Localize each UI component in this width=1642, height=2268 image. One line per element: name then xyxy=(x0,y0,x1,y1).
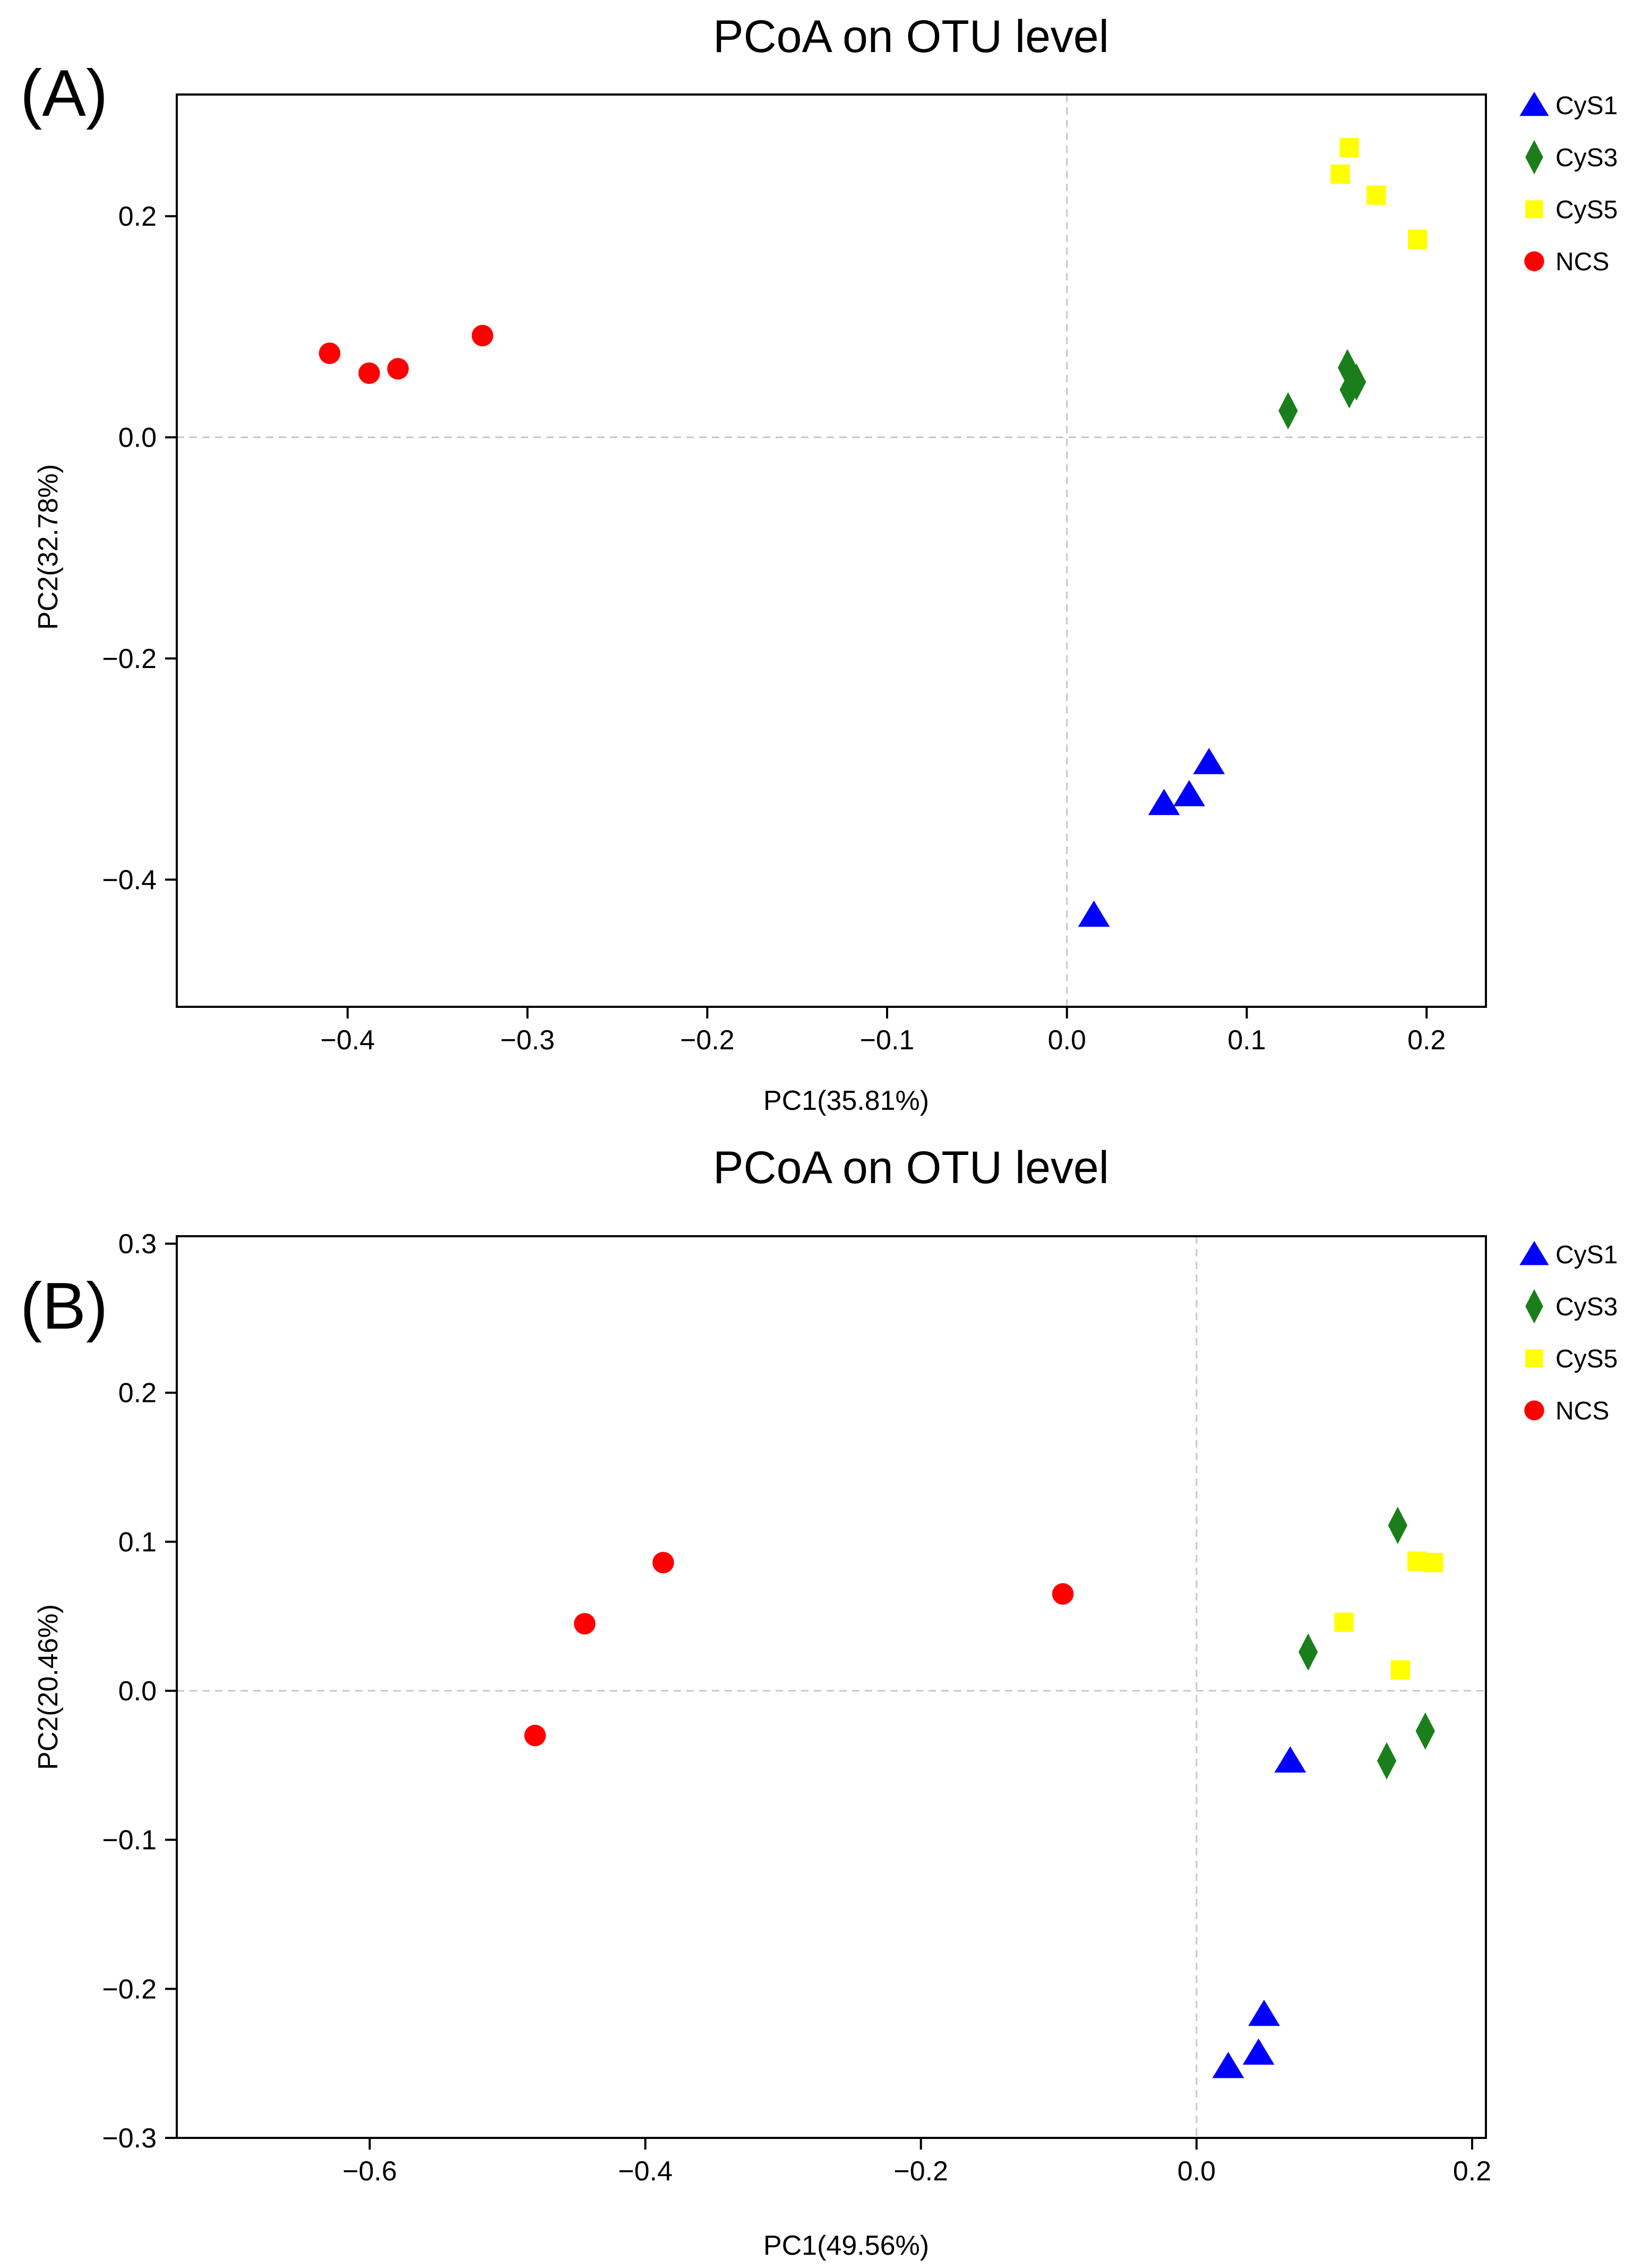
panel-b-legend: CyS1 CyS3 CyS5 NCS xyxy=(1519,1240,1618,1425)
panel-a: PCoA on OTU level (A) PC1(35.81%) PC2(32… xyxy=(20,11,1487,1116)
panel-b-x-tick-label: 0.0 xyxy=(1177,2156,1216,2187)
panel-a-point-cys3 xyxy=(1278,392,1298,430)
panel-a-point-cys1 xyxy=(1078,900,1110,927)
panel-a-x-tick-label: 0.1 xyxy=(1227,1025,1266,1056)
panel-a-legend-marker-cys5 xyxy=(1525,200,1543,218)
panel-a-x-axis-label: PC1(35.81%) xyxy=(763,1085,929,1116)
panel-a-x-tick-label: 0.0 xyxy=(1048,1025,1086,1056)
panel-a-point-cys3 xyxy=(1346,363,1366,401)
panel-b-title: PCoA on OTU level xyxy=(713,1142,1109,1193)
panel-b-axes-frame xyxy=(176,1235,1487,2139)
panel-a-point-cys1 xyxy=(1173,780,1205,807)
panel-a-y-tick-label: 0.2 xyxy=(118,201,157,232)
panel-b-point-cys3 xyxy=(1388,1507,1408,1544)
panel-b-y-axis-label: PC2(20.46%) xyxy=(33,1604,64,1770)
panel-a-x-tick-label: 0.2 xyxy=(1407,1025,1446,1056)
panel-b-point-cys5 xyxy=(1424,1553,1443,1572)
panel-b-legend-label-cys5: CyS5 xyxy=(1555,1345,1618,1373)
panel-b-y-tick-label: −0.3 xyxy=(102,2123,157,2154)
panel-a-point-cys5 xyxy=(1339,138,1359,158)
panel-b-legend-marker-ncs xyxy=(1524,1400,1544,1420)
panel-b-legend-label-ncs: NCS xyxy=(1555,1397,1609,1425)
panel-b-point-cys5 xyxy=(1407,1551,1427,1571)
panel-a-y-tick-label: 0.0 xyxy=(118,423,157,453)
panel-b-x-axis-label: PC1(49.56%) xyxy=(763,2230,929,2261)
panel-a-legend-marker-ncs xyxy=(1524,251,1544,271)
panel-a-point-cys5 xyxy=(1330,164,1350,184)
panel-a-legend-marker-cys3 xyxy=(1525,140,1543,175)
panel-a-x-tick-label: −0.4 xyxy=(320,1025,375,1056)
panel-b-point-ncs xyxy=(574,1613,596,1634)
panel-b-point-cys3 xyxy=(1415,1712,1435,1750)
panel-b-legend-label-cys1: CyS1 xyxy=(1555,1241,1618,1269)
panel-a-legend-label-cys3: CyS3 xyxy=(1555,144,1618,172)
panel-b-point-cys3 xyxy=(1298,1633,1318,1671)
panel-a-point-cys1 xyxy=(1193,748,1225,774)
panel-a-y-tick-label: −0.2 xyxy=(102,644,157,674)
panel-a-point-cys1 xyxy=(1148,789,1180,815)
panel-b-y-tick-label: 0.2 xyxy=(118,1378,157,1409)
panel-b-point-cys1 xyxy=(1248,1999,1280,2026)
panel-a-legend: CyS1 CyS3 CyS5 NCS xyxy=(1519,91,1618,276)
panel-a-point-ncs xyxy=(387,358,409,380)
panel-b-y-tick-label: 0.3 xyxy=(118,1229,157,1260)
panel-a-point-cys5 xyxy=(1366,185,1386,205)
panel-a-x-tick-label: −0.2 xyxy=(680,1025,735,1056)
panel-a-legend-label-ncs: NCS xyxy=(1555,248,1609,276)
panel-a-point-cys5 xyxy=(1408,229,1428,249)
panel-b-point-ncs xyxy=(524,1724,546,1747)
panel-a-legend-label-cys5: CyS5 xyxy=(1555,196,1618,224)
panel-b-y-tick-label: 0.0 xyxy=(118,1676,157,1707)
panel-b-x-tick-label: −0.2 xyxy=(893,2156,948,2187)
panel-b-label: (B) xyxy=(20,1270,108,1343)
panel-a-legend-marker-cys1 xyxy=(1519,91,1549,116)
panel-a-point-ncs xyxy=(358,362,380,384)
panel-b-point-cys1 xyxy=(1242,2038,1275,2065)
panel-a-legend-label-cys1: CyS1 xyxy=(1555,92,1618,120)
panel-b-point-cys3 xyxy=(1377,1742,1397,1780)
panel-b-x-tick-label: 0.2 xyxy=(1453,2156,1491,2187)
panel-a-y-axis-label: PC2(32.78%) xyxy=(33,464,64,630)
panel-b-y-tick-label: −0.1 xyxy=(102,1825,157,1856)
panel-b-point-cys5 xyxy=(1390,1660,1411,1680)
panel-a-y-tick-label: −0.4 xyxy=(102,865,157,896)
panel-a-point-ncs xyxy=(319,343,341,364)
panel-a-x-tick-label: −0.1 xyxy=(860,1025,915,1056)
panel-b-legend-marker-cys1 xyxy=(1519,1240,1549,1265)
panel-b: PCoA on OTU level (B) PC1(49.56%) PC2(20… xyxy=(20,1142,1491,2261)
panel-b-legend-marker-cys3 xyxy=(1525,1289,1543,1324)
panel-a-title: PCoA on OTU level xyxy=(713,11,1109,62)
panel-b-point-cys1 xyxy=(1212,2051,1244,2078)
panel-b-point-ncs xyxy=(652,1552,674,1573)
panel-a-plot-area: −0.4 −0.3 −0.2 −0.1 0.0 0.1 0.2 −0.4 −0.2 0.0 0.2 xyxy=(102,93,1487,1056)
panel-b-point-ncs xyxy=(1052,1583,1074,1605)
panel-b-legend-marker-cys5 xyxy=(1525,1349,1543,1367)
panel-b-legend-label-cys3: CyS3 xyxy=(1555,1293,1618,1321)
panel-a-label: (A) xyxy=(20,57,108,130)
panel-a-point-ncs xyxy=(471,324,494,347)
panel-b-point-cys5 xyxy=(1334,1612,1354,1632)
panel-b-y-tick-label: −0.2 xyxy=(102,1974,157,2005)
panel-b-plot-area: −0.6 −0.4 −0.2 0.0 0.2 −0.3 −0.2 −0.1 0.0 0.1 0.2 0… xyxy=(102,1229,1491,2187)
panel-a-axes-frame xyxy=(176,93,1487,1008)
panel-b-x-tick-label: −0.4 xyxy=(618,2156,673,2187)
panel-b-y-tick-label: 0.1 xyxy=(118,1527,157,1557)
panel-b-point-cys1 xyxy=(1274,1746,1306,1773)
panel-b-x-tick-label: −0.6 xyxy=(342,2156,397,2187)
panel-a-x-tick-label: −0.3 xyxy=(500,1025,555,1056)
